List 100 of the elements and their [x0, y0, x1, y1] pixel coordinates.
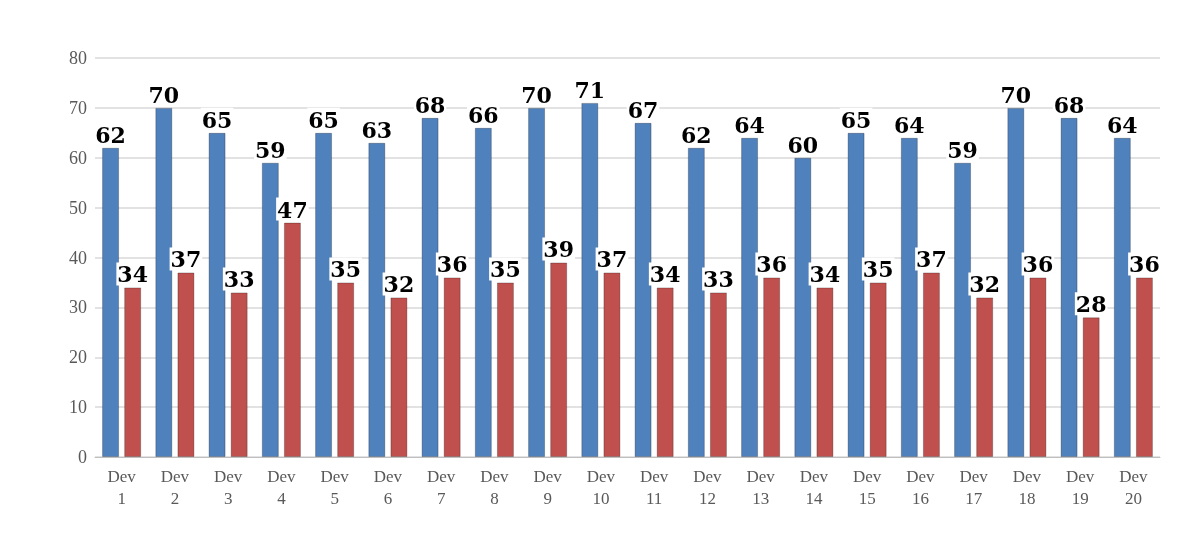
data-label: 64: [894, 111, 925, 138]
data-label: 34: [117, 261, 148, 288]
bar: [1082, 317, 1100, 457]
data-label: 68: [1053, 91, 1085, 118]
data-label: 34: [809, 261, 841, 288]
x-tick-label: Dev 4: [267, 466, 297, 508]
bar: [869, 282, 887, 457]
x-tick-label: Dev 20: [1119, 466, 1149, 508]
data-label: 34: [649, 261, 681, 288]
bar: [954, 162, 972, 457]
bar: [922, 272, 940, 457]
data-label: 70: [1000, 81, 1032, 108]
bar: [230, 292, 248, 457]
x-tick-label: Dev 12: [693, 466, 723, 508]
data-label: 37: [170, 246, 202, 273]
data-label: 39: [543, 236, 574, 263]
bar: [1007, 107, 1025, 457]
bar: [603, 272, 621, 457]
x-tick-label: Dev 14: [799, 466, 829, 508]
data-label: 65: [308, 106, 339, 133]
bar: [155, 107, 173, 457]
data-label: 37: [596, 246, 628, 273]
data-label: 32: [383, 271, 415, 298]
x-tick-label: Dev 6: [373, 466, 403, 508]
x-tick-label: Dev 1: [107, 466, 137, 508]
data-label: 71: [574, 76, 606, 103]
data-label: 67: [627, 96, 659, 123]
bar: [656, 287, 674, 457]
bar: [528, 107, 546, 457]
data-label: 68: [414, 91, 446, 118]
data-label: 33: [223, 266, 255, 293]
y-tick-label: 80: [69, 48, 87, 68]
y-tick-label: 30: [69, 297, 87, 318]
data-label: 33: [703, 266, 734, 293]
bar: [976, 297, 994, 457]
bar: [1029, 277, 1047, 457]
y-tick-label: 70: [69, 97, 87, 118]
y-tick-label: 20: [69, 347, 87, 368]
bar: [177, 272, 195, 457]
x-tick-label: Dev 16: [906, 466, 936, 508]
y-tick-label: 60: [69, 147, 87, 168]
y-tick-label: 50: [69, 197, 87, 218]
data-label: 36: [436, 251, 468, 278]
bar: [847, 132, 865, 457]
bar: [390, 297, 408, 457]
bar: [550, 262, 568, 457]
bar: [443, 277, 461, 457]
bar: [709, 292, 727, 457]
bar: [124, 287, 142, 457]
data-label: 37: [916, 246, 947, 273]
bar: [261, 162, 279, 457]
data-label: 36: [756, 251, 787, 278]
x-tick-label: Dev 9: [533, 466, 563, 508]
data-label: 64: [734, 111, 765, 138]
x-tick-label: Dev 8: [480, 466, 510, 508]
data-label: 36: [1022, 251, 1054, 278]
bar: [283, 222, 301, 457]
bar: [687, 147, 705, 457]
bar: [102, 147, 120, 457]
data-label: 32: [969, 271, 1000, 298]
x-tick-label: Dev 5: [320, 466, 350, 508]
x-tick-label: Dev 11: [639, 466, 669, 508]
y-tick-label: 10: [69, 397, 87, 418]
x-tick-label: Dev 3: [213, 466, 243, 508]
data-label: 65: [840, 106, 872, 133]
x-tick-label: Dev 17: [959, 466, 989, 508]
bar: [741, 137, 759, 457]
bar: [421, 117, 439, 457]
bar: [1060, 117, 1078, 457]
x-tick-label: Dev 10: [586, 466, 616, 508]
x-tick-label: Dev 13: [746, 466, 776, 508]
data-label: 60: [787, 131, 819, 158]
x-tick-label: Dev 7: [426, 466, 456, 508]
bar: [474, 127, 492, 457]
bar: [900, 137, 918, 457]
x-tick-label: Dev 19: [1065, 466, 1095, 508]
data-label: 59: [255, 136, 286, 163]
x-tick-label: Dev 18: [1012, 466, 1042, 508]
bar: [496, 282, 514, 457]
bar: [315, 132, 333, 457]
data-label: 59: [947, 136, 978, 163]
data-label: 36: [1129, 251, 1160, 278]
data-label: 63: [361, 116, 393, 143]
bar: [368, 142, 386, 457]
data-label: 47: [277, 196, 308, 223]
bar: [794, 157, 812, 457]
data-label: 70: [521, 81, 552, 108]
bar: [763, 277, 781, 457]
y-tick-label: 0: [78, 447, 87, 467]
data-label: 66: [468, 101, 499, 128]
data-label: 35: [862, 256, 894, 283]
data-label: 65: [201, 106, 233, 133]
data-label: 64: [1107, 111, 1138, 138]
bar: [816, 287, 834, 457]
data-label: 35: [330, 256, 361, 283]
data-label: 70: [148, 81, 180, 108]
data-label: 62: [681, 121, 712, 148]
bar: [337, 282, 355, 457]
data-label: 62: [95, 121, 126, 148]
bar: [634, 122, 652, 457]
